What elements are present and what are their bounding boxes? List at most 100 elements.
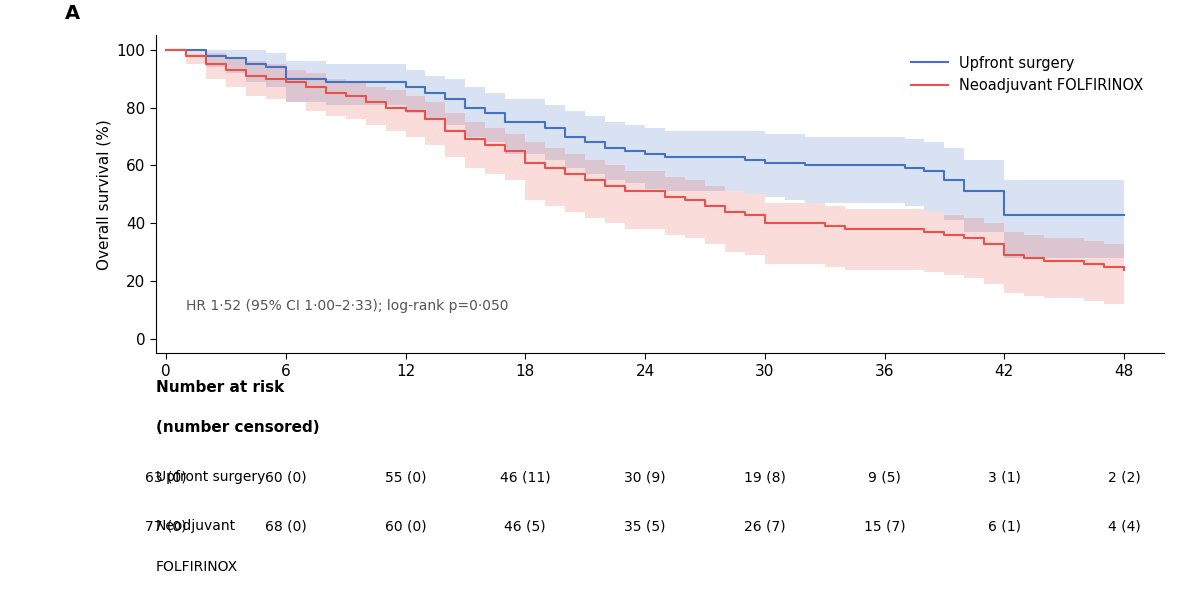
Upfront surgery [378, 78, 392, 85]
Neoadjuvant FOLFIRINOX [857, 226, 871, 233]
Upfront surgery [917, 168, 931, 175]
Text: 63 (0): 63 (0) [145, 470, 187, 484]
Upfront surgery [798, 162, 812, 169]
Neoadjuvant FOLFIRINOX [218, 67, 233, 74]
Neoadjuvant FOLFIRINOX [958, 234, 972, 241]
Upfront surgery [558, 133, 572, 140]
Upfront surgery [1117, 211, 1132, 218]
Neoadjuvant FOLFIRINOX [977, 240, 991, 247]
Text: (number censored): (number censored) [156, 421, 319, 435]
Neoadjuvant FOLFIRINOX [1057, 257, 1072, 264]
Text: 3 (1): 3 (1) [988, 470, 1021, 484]
Neoadjuvant FOLFIRINOX [917, 229, 931, 236]
Upfront surgery [697, 153, 712, 160]
Neoadjuvant FOLFIRINOX [718, 208, 732, 215]
Upfront surgery [478, 110, 492, 117]
Neoadjuvant FOLFIRINOX [738, 211, 752, 218]
Neoadjuvant FOLFIRINOX [877, 226, 892, 233]
Neoadjuvant FOLFIRINOX [898, 226, 912, 233]
Text: 9 (5): 9 (5) [868, 470, 901, 484]
Neoadjuvant FOLFIRINOX [438, 127, 452, 134]
Neoadjuvant FOLFIRINOX [937, 231, 952, 239]
Neoadjuvant FOLFIRINOX [378, 104, 392, 111]
Upfront surgery [977, 188, 991, 195]
Neoadjuvant FOLFIRINOX [1097, 263, 1111, 270]
Upfront surgery [658, 153, 672, 160]
Upfront surgery [838, 162, 852, 169]
Y-axis label: Overall survival (%): Overall survival (%) [96, 119, 112, 270]
Upfront surgery [898, 165, 912, 172]
Text: 68 (0): 68 (0) [265, 519, 307, 533]
Neoadjuvant FOLFIRINOX [1076, 260, 1091, 267]
Text: Neodjuvant: Neodjuvant [156, 519, 236, 533]
Upfront surgery [618, 147, 632, 154]
Text: 60 (0): 60 (0) [385, 519, 426, 533]
Neoadjuvant FOLFIRINOX [997, 252, 1012, 259]
Text: 6 (1): 6 (1) [988, 519, 1021, 533]
Text: 2 (2): 2 (2) [1108, 470, 1140, 484]
Neoadjuvant FOLFIRINOX [678, 197, 692, 204]
Neoadjuvant FOLFIRINOX [318, 90, 332, 97]
Neoadjuvant FOLFIRINOX [338, 92, 353, 100]
Neoadjuvant FOLFIRINOX [359, 98, 373, 105]
Text: 46 (5): 46 (5) [504, 519, 546, 533]
Upfront surgery [638, 150, 653, 157]
Upfront surgery [718, 153, 732, 160]
Upfront surgery [997, 211, 1012, 218]
Text: 35 (5): 35 (5) [624, 519, 666, 533]
Upfront surgery [857, 162, 871, 169]
Neoadjuvant FOLFIRINOX [578, 176, 593, 183]
Text: FOLFIRINOX: FOLFIRINOX [156, 560, 238, 574]
Upfront surgery [318, 78, 332, 85]
Upfront surgery [757, 159, 772, 166]
Upfront surgery [817, 162, 832, 169]
Text: 26 (7): 26 (7) [744, 519, 786, 533]
Upfront surgery [359, 78, 373, 85]
Neoadjuvant FOLFIRINOX [158, 47, 173, 54]
Upfront surgery [458, 104, 473, 111]
Neoadjuvant FOLFIRINOX [1117, 266, 1132, 273]
Neoadjuvant FOLFIRINOX [458, 136, 473, 143]
Upfront surgery [419, 90, 433, 97]
Neoadjuvant FOLFIRINOX [697, 203, 712, 210]
Neoadjuvant FOLFIRINOX [598, 182, 612, 189]
Neoadjuvant FOLFIRINOX [478, 142, 492, 149]
Line: Neoadjuvant FOLFIRINOX: Neoadjuvant FOLFIRINOX [166, 50, 1124, 270]
Text: 55 (0): 55 (0) [385, 470, 426, 484]
Neoadjuvant FOLFIRINOX [1037, 257, 1051, 264]
Neoadjuvant FOLFIRINOX [179, 52, 193, 59]
Upfront surgery [239, 61, 253, 68]
Neoadjuvant FOLFIRINOX [618, 188, 632, 195]
Upfront surgery [498, 118, 512, 125]
Text: Upfront surgery: Upfront surgery [156, 470, 265, 484]
Neoadjuvant FOLFIRINOX [239, 72, 253, 80]
Neoadjuvant FOLFIRINOX [299, 84, 313, 91]
Upfront surgery [538, 124, 552, 131]
Text: HR 1·52 (95% CI 1·00–2·33); log-rank p=0·050: HR 1·52 (95% CI 1·00–2·33); log-rank p=0… [186, 299, 509, 313]
Neoadjuvant FOLFIRINOX [638, 188, 653, 195]
Upfront surgery [778, 159, 792, 166]
Neoadjuvant FOLFIRINOX [658, 194, 672, 201]
Upfront surgery [937, 176, 952, 183]
Neoadjuvant FOLFIRINOX [817, 223, 832, 230]
Neoadjuvant FOLFIRINOX [498, 147, 512, 154]
Text: 15 (7): 15 (7) [864, 519, 905, 533]
Upfront surgery [338, 78, 353, 85]
Neoadjuvant FOLFIRINOX [558, 171, 572, 178]
Neoadjuvant FOLFIRINOX [419, 115, 433, 123]
Neoadjuvant FOLFIRINOX [518, 159, 533, 166]
Text: 77 (0): 77 (0) [145, 519, 187, 533]
Upfront surgery [158, 47, 173, 54]
Neoadjuvant FOLFIRINOX [778, 220, 792, 227]
Neoadjuvant FOLFIRINOX [798, 220, 812, 227]
Upfront surgery [958, 188, 972, 195]
Line: Upfront surgery: Upfront surgery [166, 50, 1124, 214]
Upfront surgery [877, 162, 892, 169]
Text: 30 (9): 30 (9) [624, 470, 666, 484]
Upfront surgery [678, 153, 692, 160]
Text: 19 (8): 19 (8) [744, 470, 786, 484]
Neoadjuvant FOLFIRINOX [757, 220, 772, 227]
Neoadjuvant FOLFIRINOX [258, 75, 272, 82]
Neoadjuvant FOLFIRINOX [278, 78, 293, 85]
Upfront surgery [278, 75, 293, 82]
